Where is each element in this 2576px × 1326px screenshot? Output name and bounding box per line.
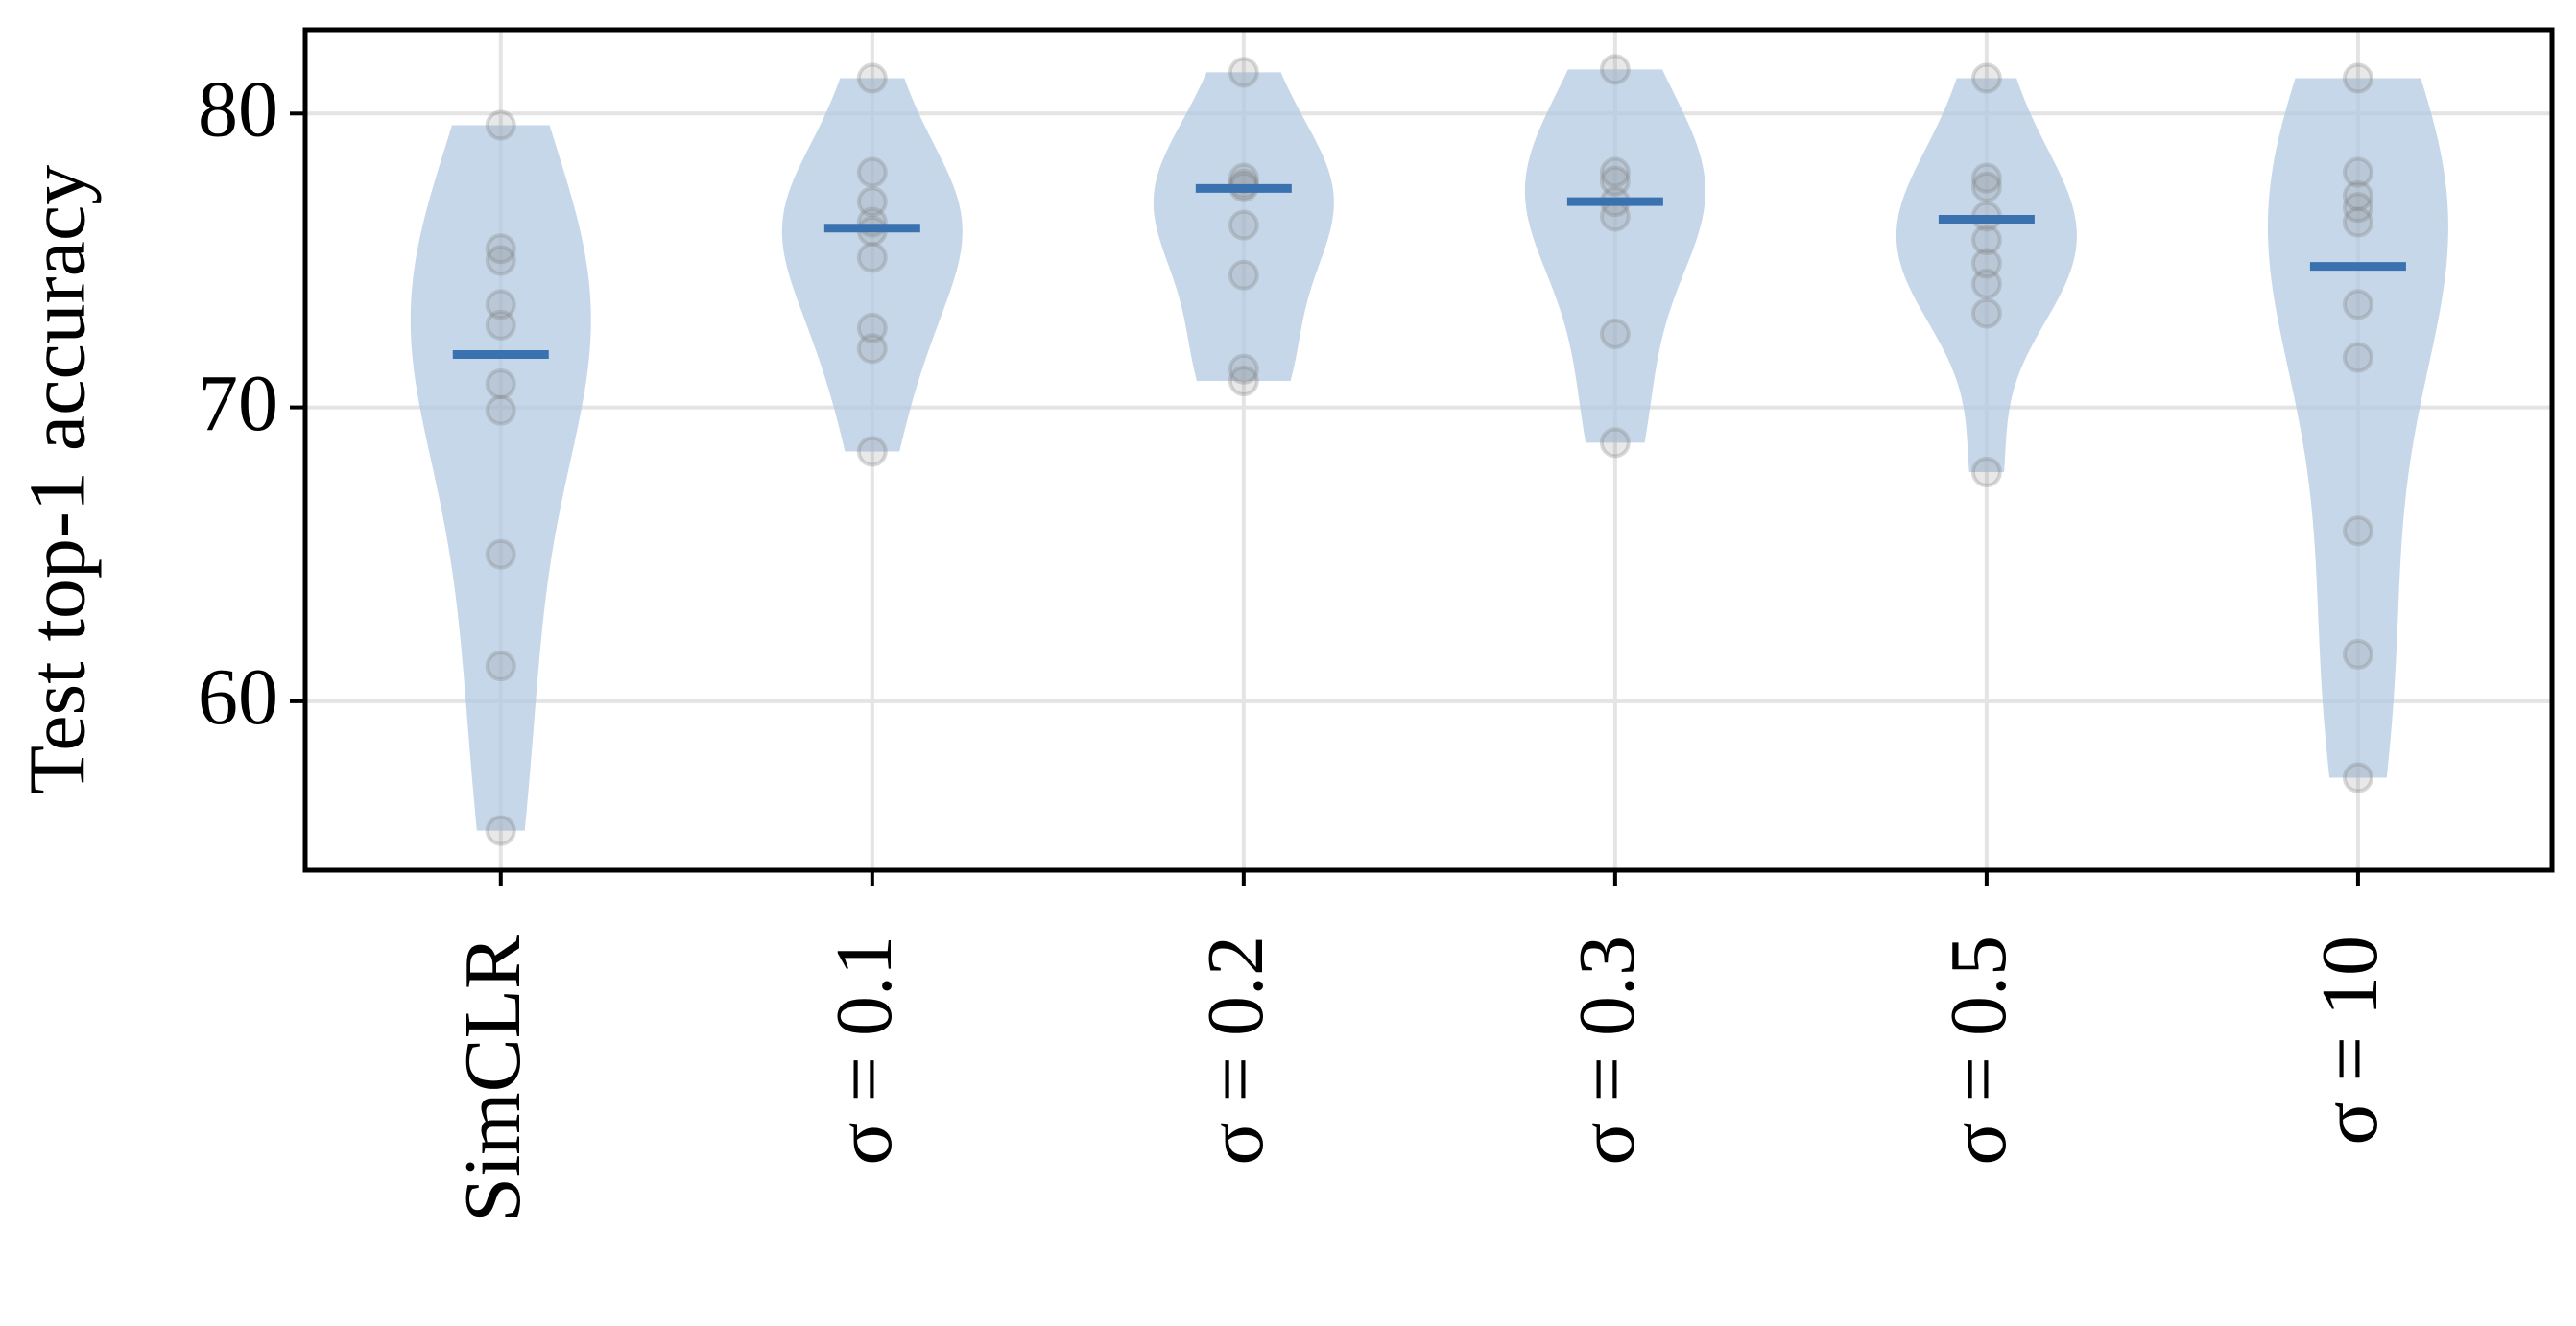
x-tick-label: σ = 0.1 <box>820 935 909 1166</box>
point <box>1970 456 2002 487</box>
point <box>1970 62 2002 94</box>
point <box>1970 171 2002 202</box>
x-tick-label: σ = 0.3 <box>1562 935 1652 1166</box>
point <box>2342 638 2373 670</box>
point <box>485 394 516 426</box>
point <box>2342 206 2373 238</box>
point <box>856 242 888 273</box>
point <box>856 333 888 365</box>
point <box>856 156 888 188</box>
point <box>2342 192 2373 224</box>
point <box>856 436 888 467</box>
y-tick-label: 60 <box>198 652 278 742</box>
point <box>1228 366 1259 397</box>
point <box>1970 162 2002 194</box>
point <box>1228 353 1259 385</box>
violin <box>410 125 591 831</box>
point <box>2342 515 2373 547</box>
point <box>485 289 516 320</box>
violin <box>1153 72 1334 382</box>
point <box>1970 297 2002 329</box>
x-tick-label: σ = 10 <box>2305 935 2395 1146</box>
point <box>485 651 516 682</box>
point <box>856 62 888 94</box>
point <box>1599 319 1631 350</box>
point <box>1970 268 2002 299</box>
point <box>2342 156 2373 188</box>
point <box>1228 209 1259 241</box>
point <box>1599 54 1631 85</box>
point <box>485 368 516 400</box>
point <box>2342 289 2373 320</box>
point <box>1970 225 2002 255</box>
grid <box>305 30 2552 870</box>
point <box>1228 259 1259 291</box>
point <box>1970 248 2002 279</box>
point <box>1228 57 1259 88</box>
point <box>856 186 888 218</box>
point <box>2342 180 2373 212</box>
point <box>485 233 516 265</box>
violin <box>2267 78 2448 778</box>
point <box>485 245 516 276</box>
point <box>485 109 516 141</box>
plot-frame <box>302 27 2555 873</box>
point <box>2342 62 2373 94</box>
y-tick-label: 70 <box>198 359 278 448</box>
point <box>1599 201 1631 232</box>
point <box>485 538 516 570</box>
x-tick-label: SimCLR <box>448 935 537 1222</box>
point <box>1599 427 1631 459</box>
point <box>485 309 516 341</box>
violin <box>1896 78 2077 472</box>
point <box>1599 165 1631 197</box>
y-tick-label: 80 <box>198 65 278 154</box>
x-tick-label: σ = 0.5 <box>1934 935 2023 1166</box>
point <box>856 312 888 343</box>
y-axis-label: Test top-1 accuracy <box>12 165 102 794</box>
point <box>2342 762 2373 793</box>
x-tick-label: σ = 0.2 <box>1191 935 1280 1166</box>
violin <box>1524 69 1705 443</box>
violin <box>781 78 963 452</box>
point <box>1599 156 1631 188</box>
point <box>485 815 516 846</box>
point <box>2342 342 2373 373</box>
